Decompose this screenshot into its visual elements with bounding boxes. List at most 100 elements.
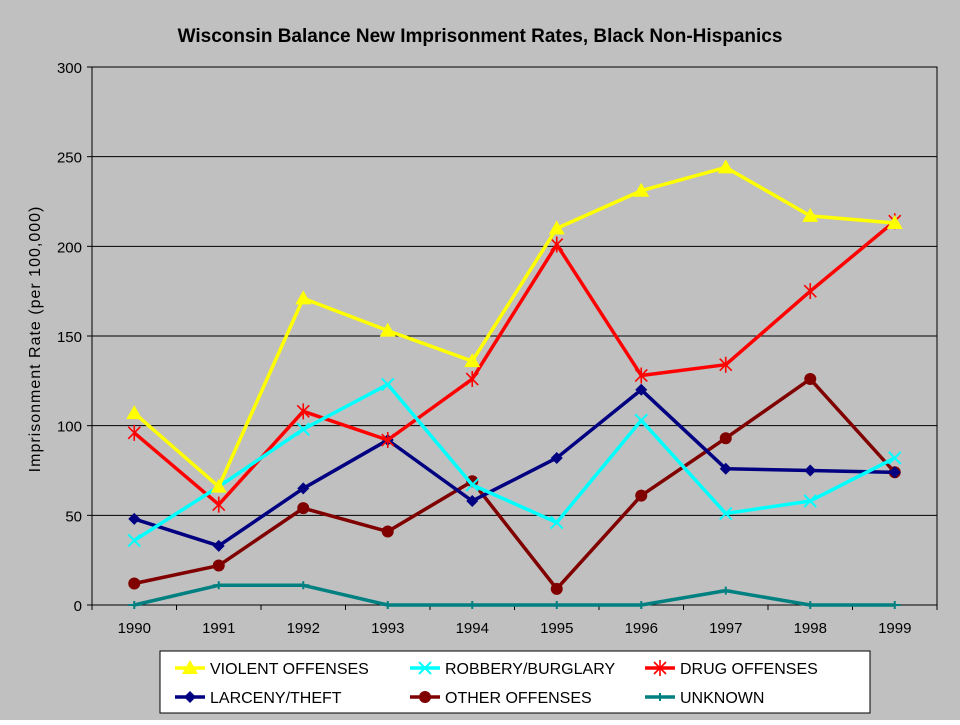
data-point-larceny-theft-1991 [212,539,225,552]
data-point-drug-offenses-1995 [550,236,564,253]
x-tick-label-1997: 1997 [709,620,742,637]
legend-item-drug-offenses: DRUG OFFENSES [645,660,818,678]
data-point-unknown-1991 [212,581,225,590]
legend-label: OTHER OFFENSES [445,690,592,707]
x-tick-label-1999: 1999 [878,620,911,637]
legend-item-larceny-theft: LARCENY/THEFT [175,690,342,707]
legend-box [159,650,871,714]
data-point-violent-offenses-1998 [802,207,819,222]
legend-item-violent-offenses: VIOLENT OFFENSES [175,660,369,678]
data-point-drug-offenses-1993 [381,432,395,449]
legend-label: LARCENY/THEFT [210,690,342,707]
data-point-unknown-1997 [719,586,732,595]
y-tick-label-100: 100 [57,419,82,436]
x-tick-label-1995: 1995 [540,620,573,637]
legend-swatch-marker [418,661,432,675]
data-point-other-offenses-1997 [719,432,732,445]
legend-item-robbery-burglary: ROBBERY/BURGLARY [410,661,615,678]
data-point-unknown-1998 [804,601,817,609]
data-point-larceny-theft-1997 [719,462,732,475]
data-point-robbery-burglary-1990 [127,533,141,548]
data-point-violent-offenses-1995 [548,220,565,235]
data-point-violent-offenses-1993 [379,322,396,337]
legend-label: VIOLENT OFFENSES [210,661,369,678]
x-tick-label-1993: 1993 [371,620,404,637]
x-tick-label-1991: 1991 [202,620,235,637]
series-group [126,159,903,609]
legend-swatch-marker [419,691,431,703]
series-line-unknown [133,583,895,607]
data-point-other-offenses-1992 [297,502,310,515]
data-point-robbery-burglary-1993 [381,377,395,392]
data-point-other-offenses-1993 [381,525,394,538]
data-point-robbery-burglary-1994 [465,478,479,492]
data-point-unknown-1994 [466,601,479,609]
data-point-drug-offenses-1990 [127,424,141,441]
data-point-robbery-burglary-1998 [803,494,817,508]
data-point-violent-offenses-1997 [717,159,734,174]
data-point-larceny-theft-1990 [128,512,141,525]
legend-label: UNKNOWN [680,690,764,707]
data-point-larceny-theft-1992 [297,482,310,495]
y-tick-label-200: 200 [57,239,82,256]
legend-label: DRUG OFFENSES [680,661,818,678]
data-point-drug-offenses-1991 [212,496,226,513]
series-unknown [128,581,901,609]
y-axis-label: Imprisonment Rate (per 100,000) [27,206,44,473]
data-point-larceny-theft-1996 [635,383,648,396]
data-point-robbery-burglary-1995 [550,515,564,530]
series-line-robbery-burglary [133,382,896,542]
y-tick-label-150: 150 [57,329,82,346]
data-point-violent-offenses-1990 [126,405,143,420]
x-tick-label-1996: 1996 [625,620,658,637]
data-point-unknown-1996 [635,601,648,609]
series-line-other-offenses [133,377,897,591]
y-tick-label-250: 250 [57,150,82,167]
axes: 0 50 100 150 200 250 300 1990 1991 1992 1993 1994 19… [57,60,938,637]
data-point-drug-offenses-1998 [803,283,817,300]
legend-label: ROBBERY/BURGLARY [445,661,615,678]
data-point-violent-offenses-1994 [464,353,481,368]
series-line-larceny-theft [133,388,895,548]
legend-item-unknown: UNKNOWN [645,690,764,707]
data-point-robbery-burglary-1996 [634,413,648,427]
legend: VIOLENT OFFENSES ROBBERY/BURGLARY DRUG OFF… [159,650,871,714]
data-point-larceny-theft-1998 [804,464,817,477]
data-point-robbery-burglary-1997 [719,506,733,521]
data-point-other-offenses-1994 [466,475,479,488]
data-point-other-offenses-1991 [212,559,225,572]
data-point-unknown-1995 [550,601,563,609]
y-tick-label-50: 50 [65,508,82,525]
x-tick-label-1990: 1990 [118,620,151,637]
data-point-larceny-theft-1995 [550,451,563,464]
data-point-unknown-1990 [128,601,141,609]
gridlines [92,156,937,516]
data-point-unknown-1993 [381,601,394,609]
data-point-violent-offenses-1991 [210,478,227,493]
x-tick-label-1998: 1998 [794,620,827,637]
data-point-robbery-burglary-1999 [888,451,902,465]
data-point-unknown-1999 [888,601,901,609]
series-robbery-burglary [127,377,902,548]
series-line-violent-offenses [133,165,895,489]
data-point-larceny-theft-1994 [466,494,479,507]
data-point-violent-offenses-1992 [295,290,312,305]
data-point-larceny-theft-1999 [888,466,901,479]
legend-swatch-marker [654,693,666,701]
data-point-unknown-1992 [297,581,310,590]
data-point-other-offenses-1996 [635,489,648,502]
legend-item-other-offenses: OTHER OFFENSES [410,690,592,707]
y-tick-label-0: 0 [74,598,82,615]
data-point-drug-offenses-1994 [465,371,479,388]
data-point-violent-offenses-1999 [886,215,903,230]
data-point-drug-offenses-1992 [296,403,310,420]
data-point-violent-offenses-1996 [633,182,650,197]
x-tick-label-1994: 1994 [456,620,489,637]
data-point-drug-offenses-1996 [634,367,648,384]
chart-title: Wisconsin Balance New Imprisonment Rates… [178,26,783,47]
data-point-robbery-burglary-1992 [296,422,310,436]
data-point-other-offenses-1990 [128,577,141,590]
legend-swatch-marker [182,660,198,674]
